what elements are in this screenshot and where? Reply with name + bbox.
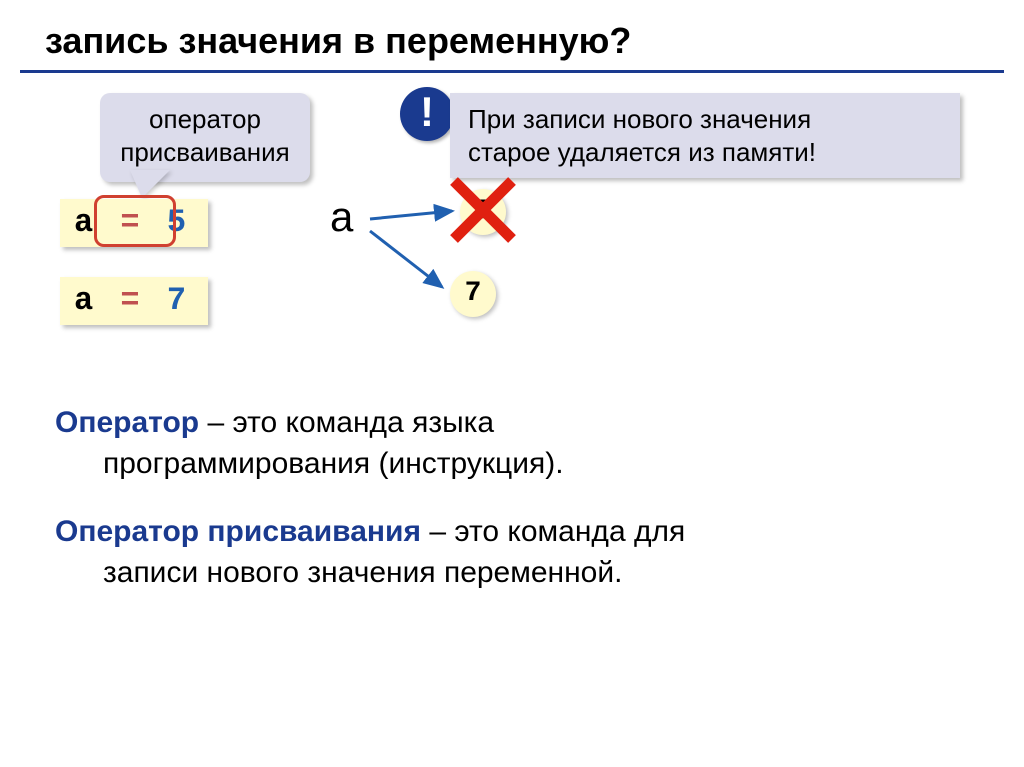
- top-row: оператор присваивания ! При записи новог…: [0, 73, 1024, 193]
- callout-line2: присваивания: [120, 137, 290, 167]
- definition-assignment-operator: Оператор присваивания – это команда для …: [55, 512, 974, 593]
- definition-operator: Оператор – это команда языка программиро…: [55, 403, 974, 484]
- note-line1: При записи нового значения: [468, 104, 811, 134]
- code-row-1: a = 5: [60, 199, 208, 247]
- definitions: Оператор – это команда языка программиро…: [0, 383, 1024, 593]
- callout-assignment-operator: оператор присваивания: [100, 93, 310, 182]
- code2-op: =: [120, 282, 143, 319]
- old-value-bubble: 5: [460, 189, 506, 235]
- note-line2: старое удаляется из памяти!: [468, 137, 816, 167]
- exclamation-icon: !: [400, 87, 454, 141]
- term-assignment-operator: Оператор присваивания: [55, 515, 421, 548]
- note-box: При записи нового значения старое удаляе…: [450, 93, 960, 178]
- d1-text-a: – это команда языка: [199, 406, 494, 439]
- diagram-area: a = 5 a = 7 a 5 7: [0, 193, 1024, 383]
- d2-text-a: – это команда для: [421, 515, 685, 548]
- code1-val: 5: [167, 204, 190, 241]
- arrow-to-old: [370, 211, 452, 219]
- code-row-2: a = 7: [60, 277, 208, 325]
- new-value-bubble: 7: [450, 271, 496, 317]
- page-title: запись значения в переменную?: [0, 0, 1024, 62]
- d1-text-b: программирования (инструкция).: [55, 444, 974, 485]
- variable-label: a: [330, 193, 353, 241]
- callout-line1: оператор: [149, 104, 261, 134]
- code2-var: a: [74, 282, 97, 319]
- code1-op: =: [120, 204, 143, 241]
- arrow-to-new: [370, 231, 442, 287]
- term-operator: Оператор: [55, 406, 199, 439]
- code1-var: a: [74, 204, 97, 241]
- code2-val: 7: [167, 282, 190, 319]
- d2-text-b: записи нового значения переменной.: [55, 553, 974, 594]
